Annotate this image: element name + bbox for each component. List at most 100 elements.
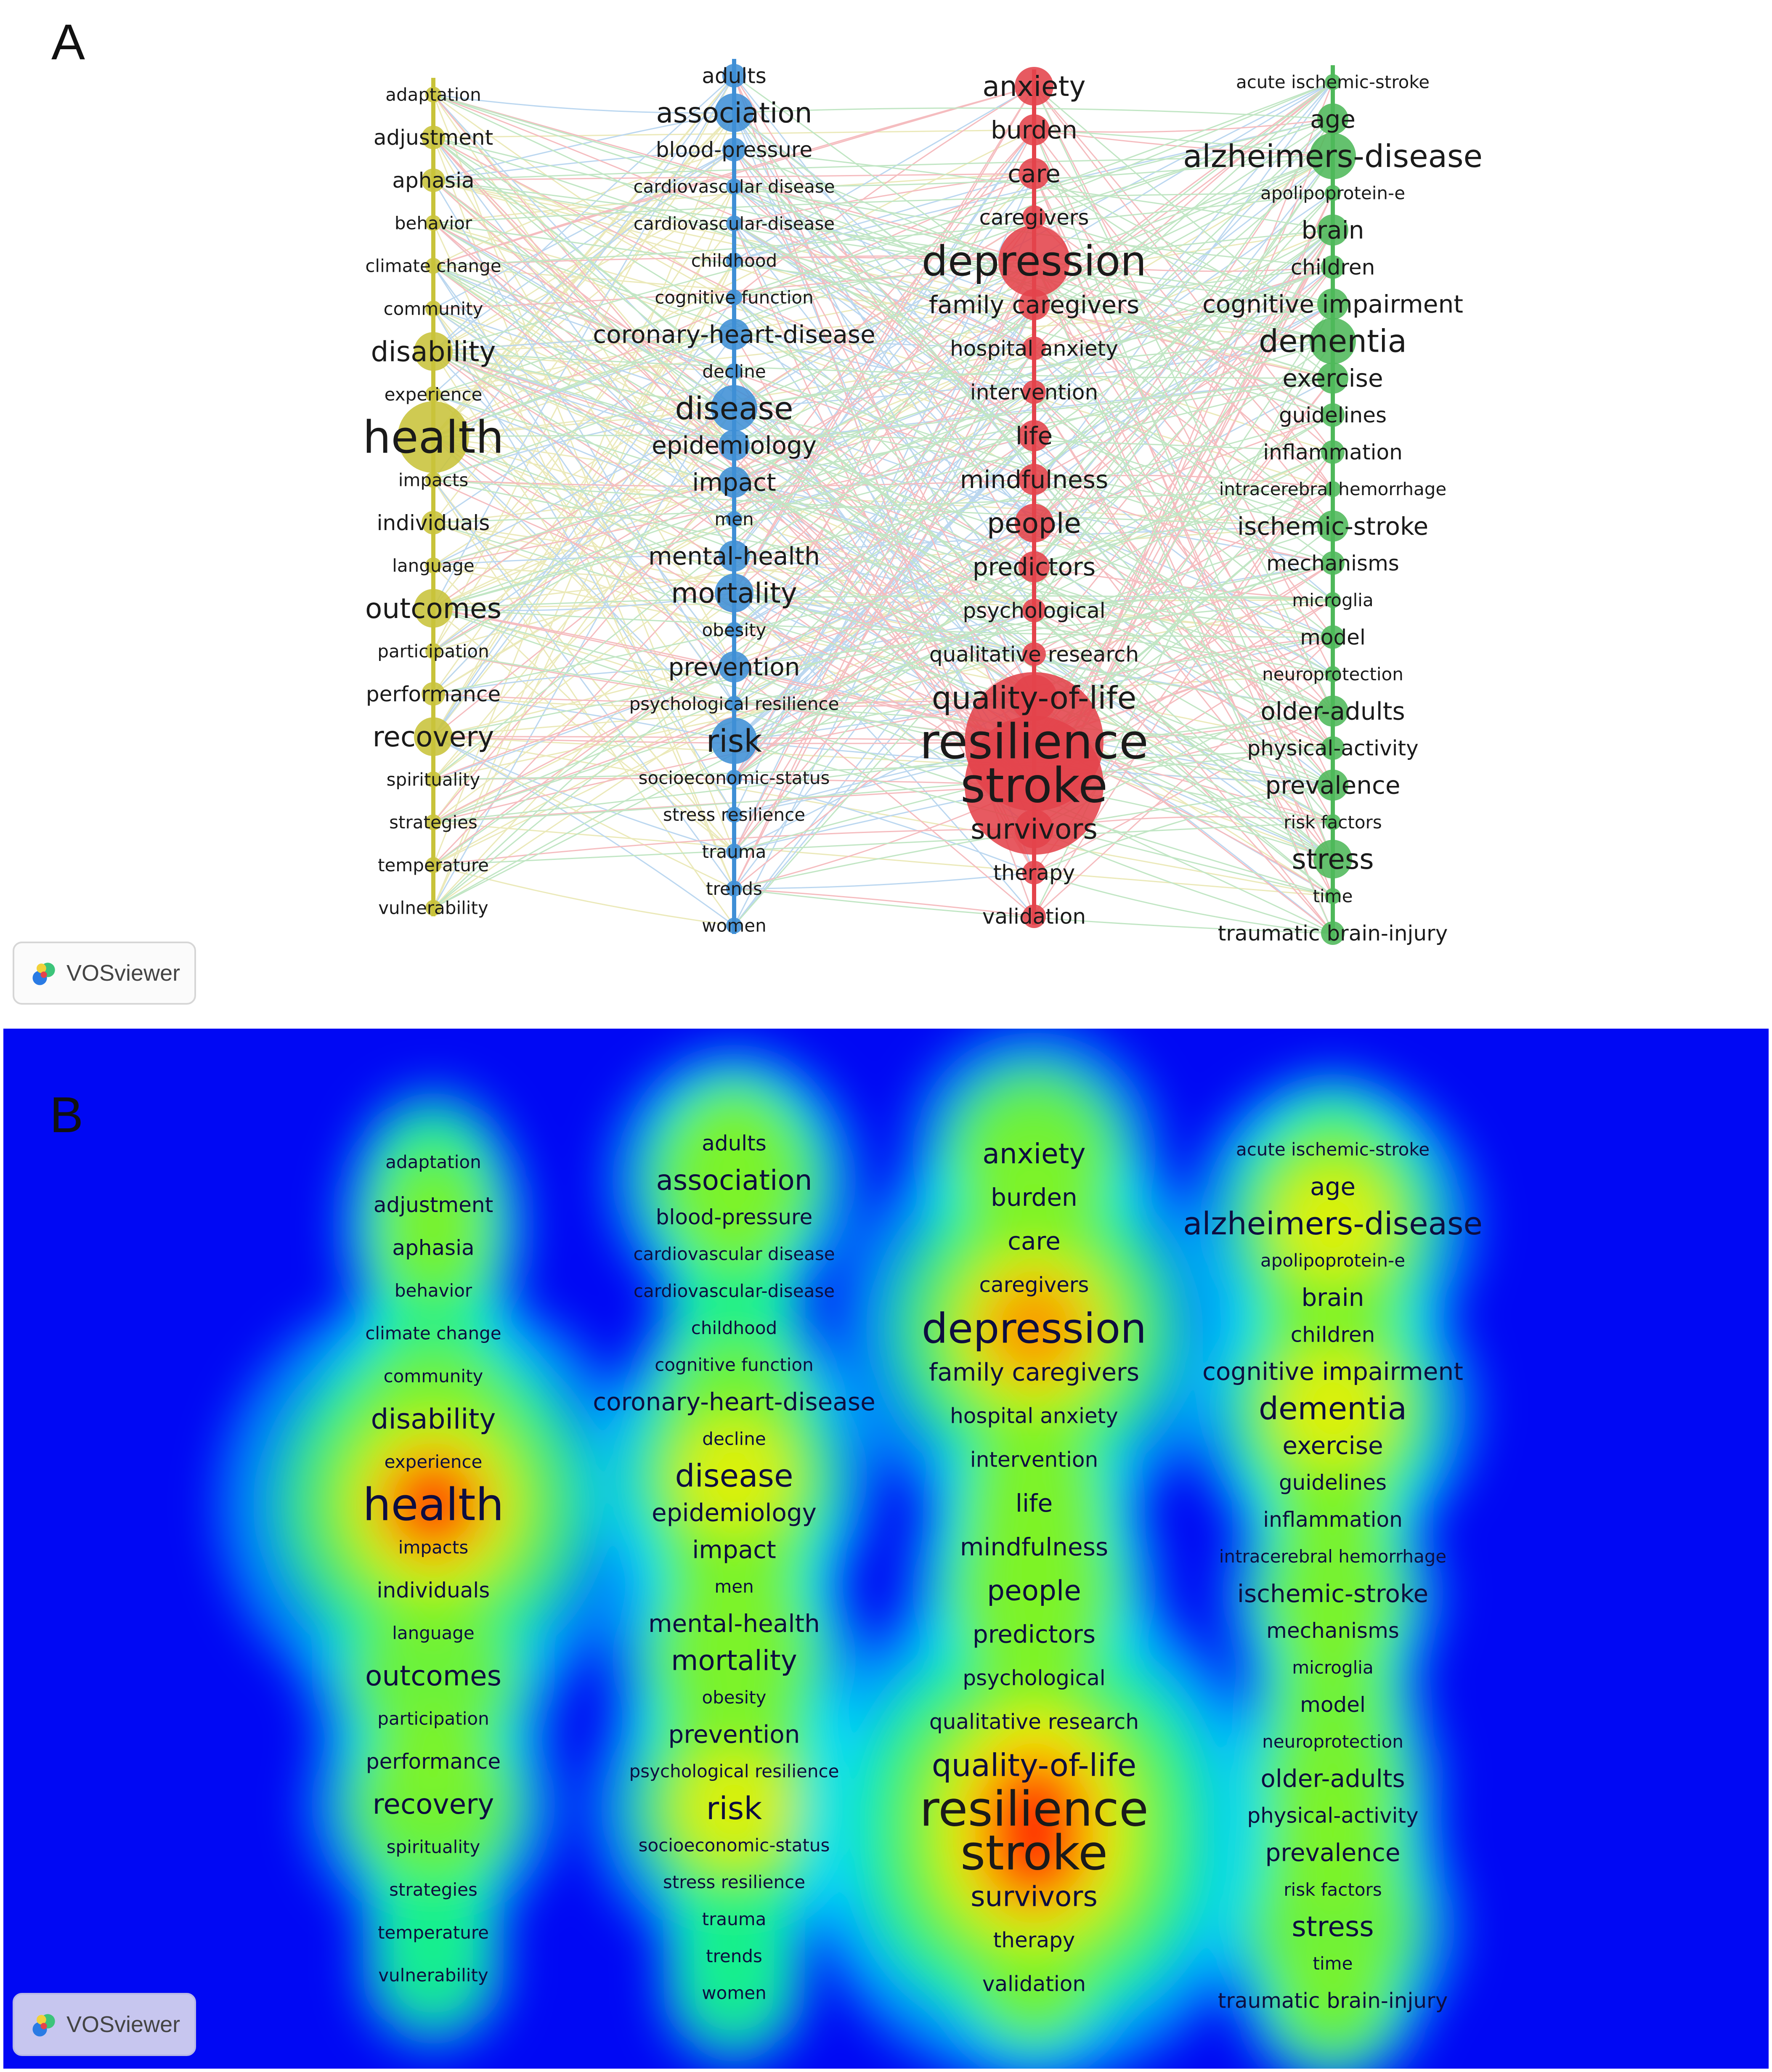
node-dementia[interactable] <box>1310 318 1356 364</box>
node-obesity[interactable] <box>726 622 742 638</box>
node-participation[interactable] <box>425 643 441 659</box>
node-outcomes[interactable] <box>414 589 453 628</box>
node-people[interactable] <box>1015 504 1053 543</box>
node-mental-health[interactable] <box>719 540 750 572</box>
node-prevention[interactable] <box>719 651 750 683</box>
node-cognitive-function[interactable] <box>726 289 742 305</box>
node-anxiety[interactable] <box>1015 67 1053 106</box>
node-risk[interactable] <box>711 717 757 764</box>
node-experience[interactable] <box>425 386 441 403</box>
node-ischemic-stroke[interactable] <box>1317 510 1348 542</box>
node-mindfulness[interactable] <box>1019 464 1050 495</box>
node-strategies[interactable] <box>425 814 441 830</box>
node-traumatic-brain-injury[interactable] <box>1321 921 1345 945</box>
node-apolipoprotein-e[interactable] <box>1325 185 1341 201</box>
node-depression[interactable] <box>998 225 1070 297</box>
density-label-language: language <box>392 1623 475 1643</box>
node-intracerebral-hemorrhage[interactable] <box>1325 481 1341 497</box>
node-epidemiology[interactable] <box>719 430 750 461</box>
node-vulnerability[interactable] <box>425 900 441 916</box>
node-health[interactable] <box>398 401 469 473</box>
node-cognitive-impairment[interactable] <box>1317 288 1348 320</box>
node-spirituality[interactable] <box>425 771 441 788</box>
node-childhood[interactable] <box>726 252 742 269</box>
node-burden[interactable] <box>1019 114 1050 146</box>
term-label-outcomes: outcomes <box>365 592 501 625</box>
node-climate-change[interactable] <box>425 257 441 274</box>
node-qualitative-research[interactable] <box>1022 642 1046 666</box>
node-psychological[interactable] <box>1022 599 1046 623</box>
node-risk-factors[interactable] <box>1325 814 1341 830</box>
node-survivors[interactable] <box>1015 809 1053 849</box>
node-stress[interactable] <box>1313 840 1352 879</box>
node-behavior[interactable] <box>425 215 441 231</box>
node-temperature[interactable] <box>425 857 441 873</box>
node-age[interactable] <box>1317 103 1348 135</box>
node-individuals[interactable] <box>422 511 445 535</box>
node-impacts[interactable] <box>425 472 441 488</box>
node-disability[interactable] <box>414 332 453 371</box>
node-children[interactable] <box>1321 255 1345 279</box>
node-blood-pressure[interactable] <box>722 138 746 162</box>
node-aphasia[interactable] <box>422 168 445 192</box>
link-line <box>734 186 1035 305</box>
node-trauma[interactable] <box>726 844 742 860</box>
node-time[interactable] <box>1325 888 1341 905</box>
node-impact[interactable] <box>719 467 750 498</box>
node-cardiovascular-disease[interactable] <box>726 178 742 195</box>
node-exercise[interactable] <box>1317 362 1348 394</box>
node-predictors[interactable] <box>1019 551 1050 583</box>
link-line <box>433 351 735 446</box>
node-stress-resilience[interactable] <box>726 807 742 823</box>
node-care[interactable] <box>1019 158 1050 189</box>
node-coronary-heart-disease[interactable] <box>719 318 750 350</box>
node-women[interactable] <box>726 918 742 934</box>
term-label-blood-pressure: blood-pressure <box>656 138 813 162</box>
node-guidelines[interactable] <box>1321 403 1345 427</box>
node-mortality[interactable] <box>715 573 753 613</box>
node-validation[interactable] <box>1022 905 1046 928</box>
node-trends[interactable] <box>726 881 742 897</box>
node-family-caregivers[interactable] <box>1019 289 1050 321</box>
node-older-adults[interactable] <box>1317 695 1348 727</box>
node-acute-ischemic-stroke[interactable] <box>1325 74 1341 90</box>
node-model[interactable] <box>1321 625 1345 649</box>
node-language[interactable] <box>425 557 441 574</box>
node-adjustment[interactable] <box>422 125 445 149</box>
node-psychological-resilience[interactable] <box>726 696 742 712</box>
vosviewer-badge-density[interactable]: VOSviewer <box>13 1993 196 2056</box>
node-hospital-anxiety[interactable] <box>1022 337 1046 361</box>
node-adaptation[interactable] <box>425 87 441 103</box>
node-socioeconomic-status[interactable] <box>726 769 742 786</box>
link-line <box>432 223 735 609</box>
node-microglia[interactable] <box>1325 592 1341 608</box>
vosviewer-badge[interactable]: VOSviewer <box>13 942 196 1005</box>
node-recovery[interactable] <box>414 717 453 756</box>
node-alzheimers-disease[interactable] <box>1310 133 1356 179</box>
node-physical-activity[interactable] <box>1321 736 1345 760</box>
node-brain[interactable] <box>1317 214 1348 246</box>
density-label-therapy: therapy <box>993 1928 1075 1953</box>
node-neuroprotection[interactable] <box>1325 666 1341 682</box>
link-line <box>433 525 1333 609</box>
node-mechanisms[interactable] <box>1321 551 1345 575</box>
density-label-survivors: survivors <box>971 1880 1098 1913</box>
node-association[interactable] <box>715 93 753 132</box>
link-line <box>733 186 1035 524</box>
link-line <box>733 391 1035 778</box>
node-inflammation[interactable] <box>1321 440 1345 464</box>
node-disease[interactable] <box>711 385 757 432</box>
link-line <box>433 179 1333 305</box>
node-decline[interactable] <box>726 363 742 379</box>
node-men[interactable] <box>726 511 742 527</box>
node-stroke[interactable] <box>965 716 1104 855</box>
node-therapy[interactable] <box>1022 861 1046 885</box>
node-adults[interactable] <box>722 64 746 88</box>
node-life[interactable] <box>1019 420 1050 451</box>
node-prevalence[interactable] <box>1317 769 1348 801</box>
node-performance[interactable] <box>422 682 445 706</box>
node-community[interactable] <box>425 300 441 317</box>
node-cardiovascular-disease[interactable] <box>726 215 742 232</box>
node-intervention[interactable] <box>1022 380 1046 404</box>
node-caregivers[interactable] <box>1022 205 1046 229</box>
